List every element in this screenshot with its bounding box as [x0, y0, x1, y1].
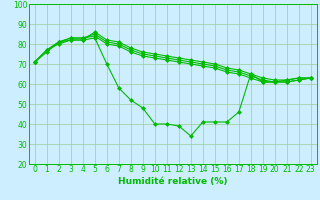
X-axis label: Humidité relative (%): Humidité relative (%): [118, 177, 228, 186]
